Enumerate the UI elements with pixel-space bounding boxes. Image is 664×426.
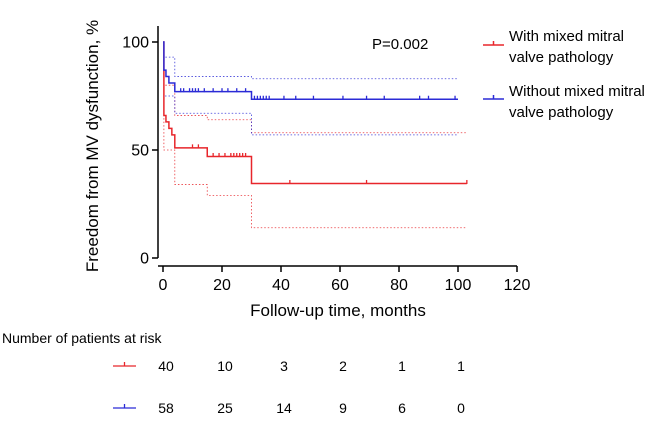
legend-item-without-mixed: Without mixed mitral valve pathology [483, 83, 645, 121]
legend-item-with-mixed: With mixed mitral valve pathology [483, 28, 624, 66]
legend-label-without-mixed-line2: valve pathology [509, 104, 614, 121]
risk-table-title: Number of patients at risk [2, 330, 163, 346]
x-tick-label: 100 [445, 277, 472, 294]
survival-curve-with-mixed [163, 41, 467, 185]
y-axis-title: Freedom from MV dysfunction, % [83, 20, 102, 272]
legend-label-with-mixed-line2: valve pathology [509, 49, 614, 66]
x-tick-label: 20 [213, 277, 231, 294]
risk-count: 40 [158, 358, 174, 374]
risk-count: 58 [158, 400, 174, 416]
x-tick-label: 120 [504, 277, 531, 294]
tick-labels: 0 50 100 0 20 40 60 80 100 120 [122, 35, 530, 295]
risk-count: 1 [398, 358, 406, 374]
x-tick-label: 40 [272, 277, 290, 294]
x-tick-label: 80 [390, 277, 408, 294]
ci-upper-with-mixed [163, 41, 467, 134]
risk-count: 1 [457, 358, 465, 374]
risk-count: 3 [280, 358, 288, 374]
risk-count: 14 [276, 400, 292, 416]
y-tick-label: 0 [140, 251, 149, 268]
x-tick-label: 0 [159, 277, 168, 294]
ci-bands [163, 41, 467, 229]
risk-count: 10 [217, 358, 233, 374]
axes [152, 26, 518, 272]
risk-count: 0 [457, 400, 465, 416]
censor-marks [180, 88, 468, 184]
legend: With mixed mitral valve pathology Withou… [483, 28, 645, 121]
survival-curve-without-mixed [163, 41, 458, 100]
survival-curves [163, 41, 467, 185]
y-tick-label: 50 [131, 143, 149, 160]
risk-table: 40 10 3 2 1 1 58 25 14 9 6 0 [113, 358, 465, 416]
ci-lower-without-mixed [163, 41, 458, 136]
x-tick-label: 60 [331, 277, 349, 294]
risk-count: 25 [217, 400, 233, 416]
y-tick-label: 100 [122, 35, 149, 52]
risk-count: 9 [339, 400, 347, 416]
legend-label-without-mixed-line1: Without mixed mitral [509, 83, 645, 100]
legend-label-with-mixed-line1: With mixed mitral [509, 28, 624, 45]
risk-count: 2 [339, 358, 347, 374]
x-axis-title: Follow-up time, months [250, 301, 426, 320]
risk-count: 6 [398, 400, 406, 416]
p-value-annotation: P=0.002 [372, 36, 428, 53]
